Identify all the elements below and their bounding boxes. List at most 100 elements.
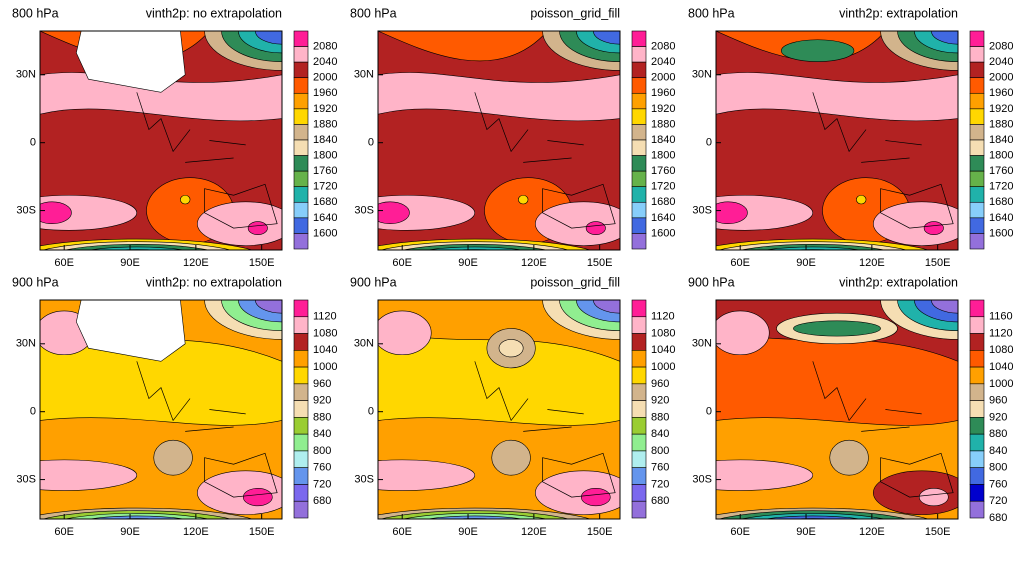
x-tick-label: 90E — [120, 257, 140, 269]
colorbar-label: 1600 — [651, 227, 675, 239]
y-tick-label: 30S — [16, 473, 36, 485]
colorbar-box — [970, 401, 984, 418]
colorbar-box — [294, 233, 308, 249]
y-tick-label: 30S — [354, 204, 374, 216]
colorbar-box — [632, 401, 646, 418]
colorbar-box — [970, 124, 984, 140]
colorbar-box — [632, 350, 646, 367]
contour-region — [709, 202, 748, 224]
contour-region — [180, 195, 190, 204]
colorbar-label: 920 — [313, 395, 331, 407]
colorbar-box — [632, 501, 646, 518]
x-tick-label: 150E — [249, 526, 275, 538]
colorbar-box — [294, 350, 308, 367]
colorbar-label: 1080 — [989, 344, 1013, 356]
colorbar-label: 840 — [989, 445, 1007, 457]
colorbar-box — [294, 501, 308, 518]
colorbar-box — [294, 451, 308, 468]
colorbar-box — [294, 93, 308, 109]
colorbar-label: 1880 — [313, 118, 337, 130]
colorbar-label: 1800 — [989, 149, 1013, 161]
colorbar-label: 880 — [313, 411, 331, 423]
colorbar-label: 1000 — [989, 378, 1013, 390]
y-tick-label: 0 — [30, 137, 36, 149]
right-title: vinth2p: no extrapolation — [146, 6, 282, 20]
x-tick-label: 120E — [859, 257, 885, 269]
colorbar-box — [294, 187, 308, 203]
colorbar-box — [632, 233, 646, 249]
colorbar-label: 800 — [313, 445, 331, 457]
colorbar-label: 960 — [651, 378, 669, 390]
colorbar-label: 1600 — [989, 227, 1013, 239]
colorbar-label: 760 — [313, 462, 331, 474]
contour-region — [371, 202, 410, 224]
colorbar-label: 1840 — [313, 134, 337, 146]
colorbar-label: 2080 — [989, 40, 1013, 52]
left-title: 800 hPa — [350, 6, 397, 20]
contour-region — [535, 202, 632, 246]
colorbar-label: 720 — [989, 495, 1007, 507]
colorbar-label: 1040 — [989, 361, 1013, 373]
x-tick-label: 60E — [392, 257, 412, 269]
colorbar-box — [632, 31, 646, 47]
colorbar-box — [294, 109, 308, 125]
colorbar-label: 840 — [651, 428, 669, 440]
colorbar-label: 760 — [989, 478, 1007, 490]
colorbar-label: 1760 — [313, 165, 337, 177]
colorbar-box — [970, 202, 984, 218]
left-title: 900 hPa — [12, 275, 59, 289]
y-tick-label: 30N — [16, 338, 36, 350]
colorbar-box — [970, 334, 984, 351]
contour-region — [33, 202, 72, 224]
colorbar-box — [294, 317, 308, 334]
x-tick-label: 60E — [54, 526, 74, 538]
x-tick-label: 90E — [120, 526, 140, 538]
x-tick-label: 120E — [521, 526, 547, 538]
contour-fill — [668, 261, 1016, 552]
colorbar-label: 2040 — [313, 56, 337, 68]
contour-region — [330, 460, 475, 491]
colorbar-label: 1120 — [989, 327, 1013, 339]
colorbar-label: 1040 — [313, 344, 337, 356]
colorbar-label: 1960 — [651, 87, 675, 99]
colorbar-box — [294, 156, 308, 172]
colorbar-label: 880 — [651, 411, 669, 423]
colorbar-label: 1880 — [989, 118, 1013, 130]
colorbar-box — [970, 47, 984, 63]
left-title: 900 hPa — [688, 275, 735, 289]
colorbar-box — [294, 468, 308, 485]
colorbar-box — [970, 109, 984, 125]
colorbar-label: 2080 — [313, 40, 337, 52]
colorbar-box — [970, 140, 984, 156]
y-tick-label: 0 — [368, 406, 374, 418]
x-tick-label: 120E — [859, 526, 885, 538]
colorbar-box — [632, 78, 646, 94]
colorbar-label: 920 — [651, 395, 669, 407]
colorbar-box — [970, 367, 984, 384]
x-tick-label: 120E — [521, 257, 547, 269]
colorbar-box — [294, 300, 308, 317]
colorbar-label: 760 — [651, 462, 669, 474]
colorbar-box — [632, 300, 646, 317]
colorbar-label: 680 — [313, 495, 331, 507]
colorbar-label: 1960 — [989, 87, 1013, 99]
contour-region — [793, 321, 880, 336]
colorbar-label: 1640 — [651, 212, 675, 224]
colorbar-box — [294, 78, 308, 94]
colorbar-box — [294, 47, 308, 63]
colorbar-box — [970, 156, 984, 172]
x-tick-label: 90E — [458, 526, 478, 538]
left-title: 900 hPa — [350, 275, 397, 289]
colorbar-label: 1760 — [651, 165, 675, 177]
colorbar-box — [632, 367, 646, 384]
colorbar-label: 2040 — [651, 56, 675, 68]
colorbar-box — [970, 78, 984, 94]
colorbar-box — [632, 124, 646, 140]
colorbar-label: 840 — [313, 428, 331, 440]
y-tick-label: 30S — [16, 204, 36, 216]
x-tick-label: 150E — [587, 526, 613, 538]
x-tick-label: 90E — [796, 526, 816, 538]
colorbar-label: 1040 — [651, 344, 675, 356]
